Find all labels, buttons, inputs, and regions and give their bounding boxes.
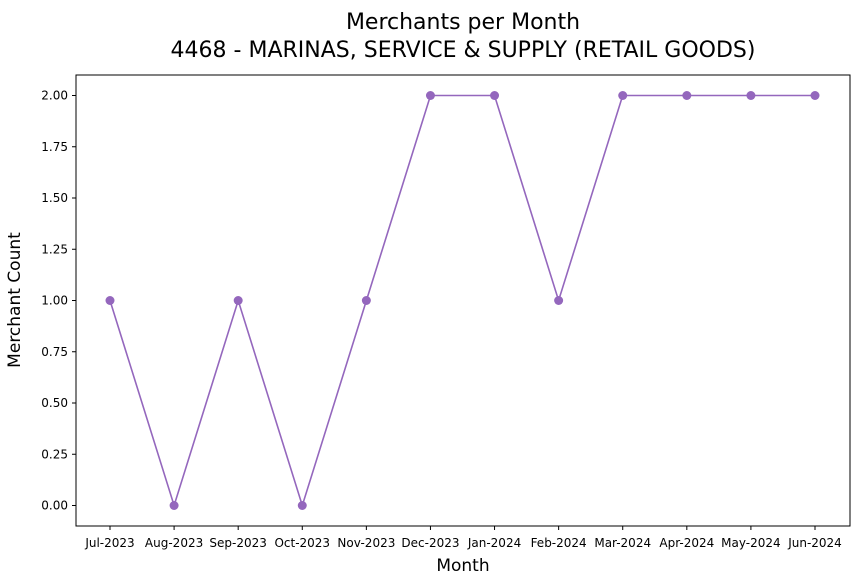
data-point-feb-2024 xyxy=(554,296,564,305)
y-tick-label: 0.50 xyxy=(41,396,68,410)
x-axis-label: Month xyxy=(436,556,489,576)
x-tick-label: Jun-2024 xyxy=(787,536,842,550)
y-axis-label: Merchant Count xyxy=(5,232,25,368)
x-tick-label: May-2024 xyxy=(721,536,780,550)
data-point-apr-2024 xyxy=(682,91,692,100)
y-tick-label: 1.50 xyxy=(41,191,68,205)
data-point-may-2024 xyxy=(746,91,756,100)
data-point-dec-2023 xyxy=(425,91,435,100)
chart-subtitle: 4468 - MARINAS, SERVICE & SUPPLY (RETAIL… xyxy=(171,38,756,63)
y-tick-label: 0.00 xyxy=(41,499,68,513)
y-axis-ticks: 0.00 0.25 0.50 0.75 1.00 1.25 1.50 1.75 2.00 xyxy=(41,89,76,513)
data-point-nov-2023 xyxy=(361,296,371,305)
x-tick-label: Oct-2023 xyxy=(274,536,330,550)
data-point-mar-2024 xyxy=(618,91,628,100)
data-point-oct-2023 xyxy=(297,501,307,510)
data-point-jan-2024 xyxy=(490,91,500,100)
data-point-aug-2023 xyxy=(169,501,179,510)
data-point-jun-2024 xyxy=(810,91,820,100)
x-tick-label: Apr-2024 xyxy=(659,536,714,550)
x-tick-label: Dec-2023 xyxy=(401,536,459,550)
series-line xyxy=(109,94,815,509)
x-tick-label: Sep-2023 xyxy=(209,536,267,550)
x-tick-label: Mar-2024 xyxy=(594,536,651,550)
x-tick-label: Feb-2024 xyxy=(531,536,587,550)
y-tick-label: 1.25 xyxy=(41,242,68,256)
y-tick-label: 1.00 xyxy=(41,294,68,308)
series-layer xyxy=(105,91,820,510)
data-point-sep-2023 xyxy=(233,296,243,305)
y-tick-label: 0.75 xyxy=(41,345,68,359)
y-tick-label: 0.25 xyxy=(41,447,68,461)
data-point-jul-2023 xyxy=(105,296,115,305)
chart-title: Merchants per Month xyxy=(346,10,580,35)
y-tick-label: 2.00 xyxy=(41,89,68,103)
y-tick-label: 1.75 xyxy=(41,140,68,154)
x-tick-label: Jan-2024 xyxy=(467,536,521,550)
x-axis-ticks: Jul-2023 Aug-2023 Sep-2023 Oct-2023 Nov-2023… xyxy=(84,526,842,550)
x-tick-label: Aug-2023 xyxy=(145,536,203,550)
x-tick-label: Nov-2023 xyxy=(337,536,395,550)
plot-area-frame xyxy=(75,74,851,527)
x-tick-label: Jul-2023 xyxy=(84,536,134,550)
